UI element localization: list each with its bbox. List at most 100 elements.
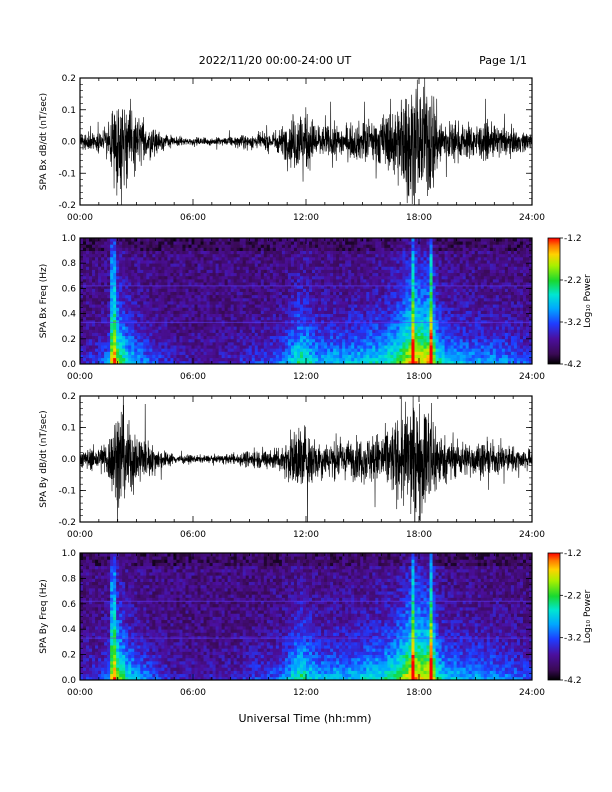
spectrogram-cell [399,272,403,277]
spectrogram-cell [378,260,382,264]
spectrogram-cell [302,282,307,286]
spectrogram-cell [110,247,114,251]
spectrogram-cell [408,272,412,277]
spectrogram-cell [423,288,427,292]
spectrogram-cell [269,345,274,349]
spectrogram-cell [330,275,334,280]
spectrogram-cell [200,354,204,359]
spectrogram-cell [402,326,406,330]
spectrogram-cell [155,345,159,349]
spectrogram-cell [318,285,322,289]
spectrogram-cell [194,285,198,289]
spectrogram-cell [206,285,210,289]
spectrogram-cell [441,263,446,267]
spectrogram-cell [339,244,343,248]
spectrogram-cell [441,256,446,261]
spectrogram-cell [302,360,307,365]
spectrogram-cell [80,323,84,327]
spectrogram-cell [278,354,283,359]
spectrogram-cell [330,294,334,299]
spectrogram-cell [248,285,253,289]
spectrogram-cell [101,310,105,314]
spectrogram-cell [260,313,265,318]
spectrogram-cell [336,341,340,346]
spectrogram-cell [284,335,289,340]
spectrogram-cell [260,238,265,242]
spectrogram-cell [293,316,298,321]
spectrogram-cell [146,310,150,314]
spectrogram-cell [233,351,238,355]
spectrogram-cell [221,272,226,277]
spectrogram-cell [200,338,204,343]
spectrogram-cell [206,335,210,340]
spectrogram-cell [281,256,286,261]
spectrogram-cell [104,348,108,352]
spectrogram-cell [290,266,295,270]
spectrogram-cell [393,307,397,311]
spectrogram-cell [411,335,415,340]
spectrogram-cell [351,266,355,270]
spectrogram-cell [134,253,138,258]
spectrogram-cell [426,288,430,292]
spectrogram-cell [152,256,156,261]
spectrogram-cell [218,272,223,277]
spectrogram-cell [354,319,358,324]
spectrogram-cell [167,313,171,318]
spectrogram-cell [122,301,126,305]
spectrogram-cell [233,341,238,346]
spectrogram-cell [113,238,117,242]
spectrogram-cell [116,278,120,283]
spectrogram-cell [342,345,346,349]
spectrogram-cell [381,310,385,314]
spectrogram-cell [342,241,346,245]
spectrogram-cell [194,241,198,245]
spectrogram-cell [381,266,385,270]
spectrogram-cell [272,282,277,286]
spectrogram-cell [104,291,108,296]
spectrogram-cell [230,316,235,321]
spectrogram-cell [143,326,147,330]
spectrogram-cell [357,307,361,311]
spectrogram-cell [438,345,442,349]
spectrogram-cell [342,341,346,346]
spectrogram-cell [242,354,247,359]
spectrogram-cell [269,304,274,308]
spectrogram-cell [215,247,220,251]
spectrogram-cell [218,263,223,267]
spectrogram-cell [444,313,449,318]
spectrogram-cell [281,316,286,321]
spectrogram-cell [254,335,259,340]
spectrogram-cell [179,278,183,283]
spectrogram-cell [399,269,403,274]
spectrogram-cell [128,351,132,355]
spectrogram-cell [137,335,141,340]
spectrogram-cell [146,357,150,362]
spectrogram-cell [170,357,174,362]
spectrogram-cell [272,323,277,327]
spectrogram-cell [206,310,210,314]
spectrogram-cell [269,288,274,292]
spectrogram-cell [83,260,87,264]
spectrogram-cell [290,323,295,327]
spectrogram-cell [414,360,418,365]
spectrogram-cell [203,354,207,359]
spectrogram-cell [131,241,135,245]
spectrogram-cell [188,247,192,251]
spectrogram-cell [110,278,114,283]
spectrogram-cell [342,354,346,359]
spectrogram-cell [318,250,322,255]
spectrogram-cell [333,260,337,264]
spectrogram-cell [357,313,361,318]
spectrogram-cell [98,301,102,305]
spectrogram-cell [248,326,253,330]
spectrogram-cell [110,241,114,245]
spectrogram-cell [378,326,382,330]
spectrogram-cell [113,253,117,258]
spectrogram-cell [414,247,418,251]
spectrogram-cell [348,335,352,340]
spectrogram-cell [134,304,138,308]
spectrogram-cell [86,360,90,365]
spectrogram-cell [188,285,192,289]
spectrogram-cell [426,278,430,283]
spectrogram-cell [269,291,274,296]
